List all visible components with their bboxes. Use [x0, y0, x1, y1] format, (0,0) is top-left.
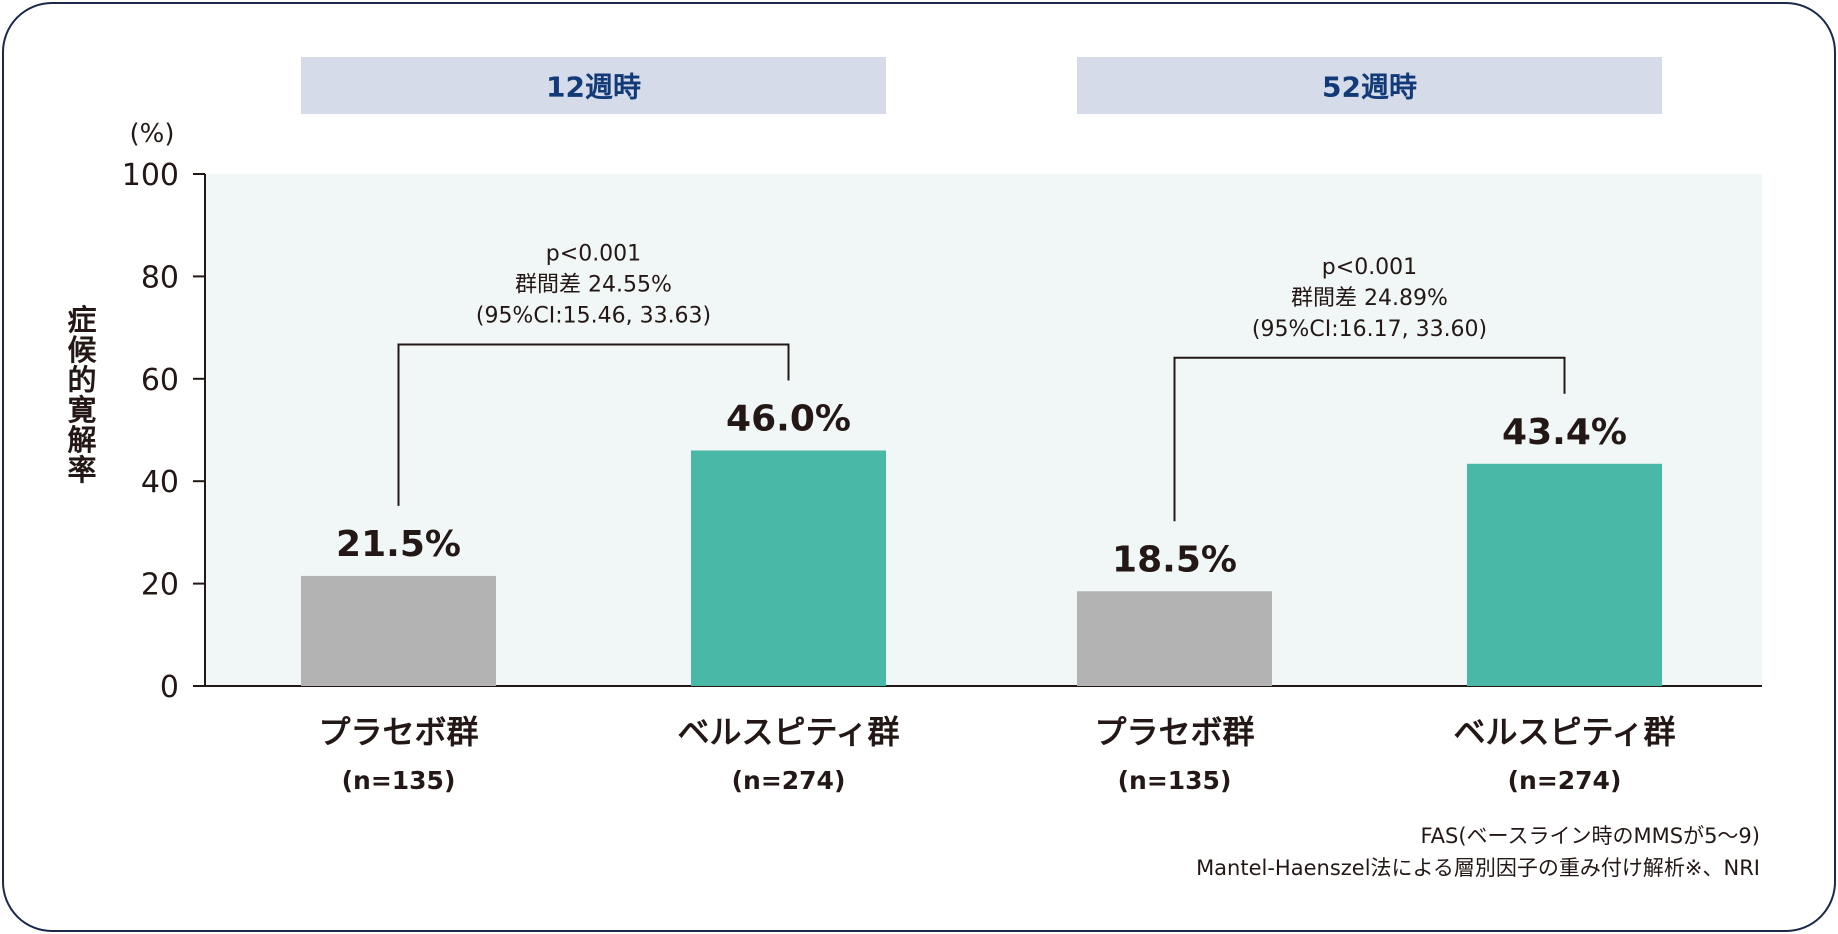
- bar-value-label: 18.5%: [1112, 539, 1237, 580]
- x-category-n: (n=274): [1508, 766, 1622, 795]
- y-tick-label: 0: [160, 670, 179, 705]
- y-tick-label: 100: [122, 158, 179, 193]
- y-tick-label: 80: [141, 260, 179, 295]
- group-header-label: 52週時: [1322, 71, 1417, 104]
- x-category-n: (n=135): [342, 766, 456, 795]
- bar-placebo: [1077, 591, 1272, 686]
- x-category-label: ベルスピティ群: [1453, 713, 1675, 751]
- x-category-n: (n=135): [1118, 766, 1232, 795]
- bar-treatment: [1467, 463, 1662, 686]
- x-category-label: プラセボ群: [1094, 713, 1254, 751]
- y-axis-title-char: 解: [67, 423, 96, 457]
- y-tick-label: 20: [141, 568, 179, 603]
- x-category-n: (n=274): [732, 766, 846, 795]
- footnote-method: Mantel-Haenszel法による層別因子の重み付け解析※、NRI: [1196, 856, 1760, 880]
- significance-bracket: [397, 343, 790, 506]
- group-header-box: [1077, 57, 1662, 114]
- bar-value-label: 46.0%: [726, 398, 851, 439]
- significance-bracket: [1173, 356, 1566, 522]
- bar-value-label: 21.5%: [336, 524, 461, 565]
- y-tick-label: 40: [141, 465, 179, 500]
- footnote-population: FAS(ベースライン時のMMSが5〜9): [1420, 824, 1760, 848]
- y-axis-title-char: 症: [67, 303, 96, 337]
- bar-value-label: 43.4%: [1502, 412, 1627, 453]
- stat-annotation: 群間差 24.89%: [1291, 286, 1448, 311]
- stat-annotation: 群間差 24.55%: [515, 272, 672, 297]
- y-unit-label: (%): [130, 119, 175, 149]
- bar-treatment: [691, 450, 886, 686]
- x-category-label: プラセボ群: [318, 713, 478, 751]
- bar-placebo: [301, 575, 496, 686]
- group-header-box: [301, 57, 886, 114]
- y-axis-title-char: 寛: [67, 393, 96, 427]
- group-header-label: 12週時: [546, 71, 641, 104]
- stat-annotation: (95%CI:15.46, 33.63): [476, 303, 711, 328]
- y-axis-title-char: 候: [67, 333, 97, 367]
- x-category-label: ベルスピティ群: [677, 713, 899, 751]
- stat-annotation: p<0.001: [546, 241, 641, 266]
- stat-annotation: p<0.001: [1322, 255, 1417, 280]
- y-axis-title-char: 率: [67, 453, 96, 487]
- stat-annotation: (95%CI:16.17, 33.60): [1252, 317, 1487, 342]
- y-axis-title-char: 的: [67, 363, 96, 397]
- y-tick-label: 60: [141, 363, 179, 398]
